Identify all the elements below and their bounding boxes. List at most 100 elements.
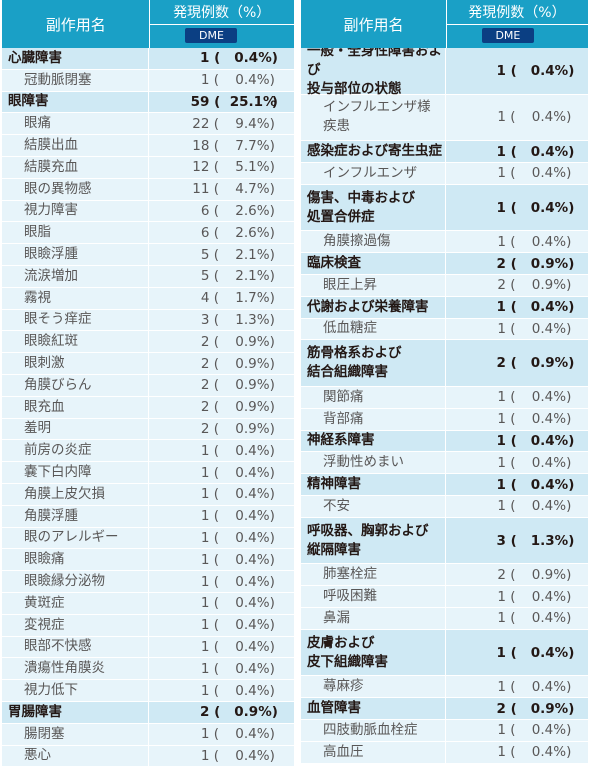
incidence-value: 2 ( 0.9%) bbox=[149, 375, 294, 396]
incidence-value: 3 ( 1.3%) bbox=[446, 518, 588, 564]
percentage: 2.6% bbox=[228, 203, 270, 219]
percentage: 0.9% bbox=[526, 256, 568, 272]
reaction-name: 角膜びらん bbox=[2, 375, 149, 396]
incidence-value: 2 ( 0.9%) bbox=[446, 340, 588, 386]
case-count: 1 bbox=[486, 645, 506, 661]
case-count: 22 bbox=[189, 116, 209, 132]
incidence-value: 2 ( 0.9%) bbox=[149, 702, 294, 723]
incidence-value: 1 ( 0.4%) bbox=[446, 319, 588, 340]
case-count: 1 bbox=[189, 530, 209, 546]
reaction-name: 結膜充血 bbox=[2, 157, 149, 178]
reaction-name: 眼障害 bbox=[2, 92, 149, 113]
percentage: 0.4% bbox=[228, 726, 270, 742]
incidence-value: 59 ( 25.1%) bbox=[149, 92, 294, 113]
case-count: 1 bbox=[189, 50, 209, 66]
reaction-name: 眼脂 bbox=[2, 222, 149, 243]
case-count: 1 bbox=[486, 477, 506, 493]
incidence-value: 1 ( 0.4%) bbox=[149, 70, 294, 91]
case-count: 1 bbox=[486, 722, 506, 738]
incidence-value: 1 ( 0.4%) bbox=[149, 528, 294, 549]
case-count: 1 bbox=[189, 486, 209, 502]
case-count: 1 bbox=[189, 595, 209, 611]
group-badge-dme: DME bbox=[185, 28, 237, 43]
incidence-value: 1 ( 0.4%) bbox=[446, 742, 588, 763]
reaction-name: 角膜擦過傷 bbox=[301, 231, 446, 252]
case-count: 4 bbox=[189, 290, 209, 306]
incidence-value: 1 ( 0.4%) bbox=[149, 637, 294, 658]
reaction-name: 視力障害 bbox=[2, 201, 149, 222]
incidence-value: 1 ( 0.4%) bbox=[149, 724, 294, 745]
incidence-value: 1 ( 0.4%) bbox=[446, 676, 588, 697]
percentage: 0.9% bbox=[228, 399, 270, 415]
percentage: 0.4% bbox=[230, 50, 272, 66]
reaction-name: 一般・全身性障害および 投与部位の状態 bbox=[301, 48, 446, 94]
reaction-name: 眼のアレルギー bbox=[2, 528, 149, 549]
percentage: 0.4% bbox=[228, 552, 270, 568]
percentage: 2.6% bbox=[228, 225, 270, 241]
percentage: 0.4% bbox=[524, 722, 566, 738]
percentage: 0.4% bbox=[228, 574, 270, 590]
percentage: 0.4% bbox=[526, 200, 568, 216]
reaction-name: 眼瞼痛 bbox=[2, 549, 149, 570]
percentage: 0.4% bbox=[526, 63, 568, 79]
percentage: 0.4% bbox=[228, 443, 270, 459]
reaction-name: 眼圧上昇 bbox=[301, 275, 446, 296]
percentage: 0.9% bbox=[228, 356, 270, 372]
incidence-value: 12 ( 5.1%) bbox=[149, 157, 294, 178]
reaction-name: 視力低下 bbox=[2, 680, 149, 701]
case-count: 1 bbox=[486, 200, 506, 216]
incidence-value: 1 ( 0.4%) bbox=[149, 440, 294, 461]
reaction-name: 前房の炎症 bbox=[2, 440, 149, 461]
reaction-name: 眼の異物感 bbox=[2, 179, 149, 200]
reaction-name: 感染症および寄生虫症 bbox=[301, 141, 446, 162]
case-count: 1 bbox=[486, 234, 506, 250]
reaction-name: 角膜浮腫 bbox=[2, 506, 149, 527]
case-count: 1 bbox=[189, 683, 209, 699]
incidence-value: 2 ( 0.9%) bbox=[446, 253, 588, 274]
reaction-name: 腸閉塞 bbox=[2, 724, 149, 745]
reaction-name: 臨床検査 bbox=[301, 253, 446, 274]
reaction-name: 眼充血 bbox=[2, 397, 149, 418]
case-count: 2 bbox=[189, 334, 209, 350]
reaction-name: 霧視 bbox=[2, 288, 149, 309]
incidence-value: 1 ( 0.4%) bbox=[446, 720, 588, 741]
percentage: 0.4% bbox=[228, 661, 270, 677]
case-count: 1 bbox=[486, 299, 506, 315]
case-count: 2 bbox=[486, 256, 506, 272]
case-count: 1 bbox=[189, 726, 209, 742]
incidence-value: 1 ( 0.4%) bbox=[149, 680, 294, 701]
percentage: 0.9% bbox=[228, 334, 270, 350]
incidence-value: 1 ( 0.4%) bbox=[149, 571, 294, 592]
incidence-value: 2 ( 0.9%) bbox=[149, 331, 294, 352]
case-count: 1 bbox=[189, 72, 209, 88]
percentage: 0.4% bbox=[228, 683, 270, 699]
percentage: 0.9% bbox=[526, 701, 568, 717]
percentage: 5.1% bbox=[228, 159, 270, 175]
percentage: 0.4% bbox=[524, 109, 566, 125]
case-count: 1 bbox=[189, 552, 209, 568]
reaction-name: 四肢動脈血栓症 bbox=[301, 720, 446, 741]
percentage: 0.4% bbox=[228, 72, 270, 88]
reaction-name: 胃腸障害 bbox=[2, 702, 149, 723]
incidence-value: 2 ( 0.9%) bbox=[446, 698, 588, 719]
incidence-value: 1 ( 0.4%) bbox=[446, 452, 588, 473]
incidence-value: 2 ( 0.9%) bbox=[149, 353, 294, 374]
incidence-value: 2 ( 0.9%) bbox=[149, 397, 294, 418]
header-reaction-name: 副作用名 bbox=[2, 0, 149, 48]
reaction-name: 関節痛 bbox=[301, 387, 446, 408]
case-count: 2 bbox=[189, 421, 209, 437]
percentage: 0.4% bbox=[228, 486, 270, 502]
percentage: 0.9% bbox=[526, 355, 568, 371]
incidence-value: 1 ( 0.4%) bbox=[446, 141, 588, 162]
